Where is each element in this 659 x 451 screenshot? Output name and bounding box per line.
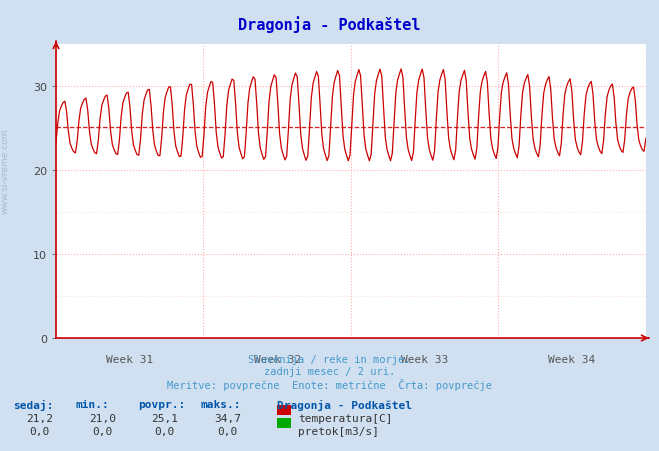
Text: 0,0: 0,0 xyxy=(217,426,237,436)
Text: 0,0: 0,0 xyxy=(155,426,175,436)
Text: 21,0: 21,0 xyxy=(89,413,115,423)
Text: min.:: min.: xyxy=(76,399,109,409)
Text: Slovenija / reke in morje.: Slovenija / reke in morje. xyxy=(248,354,411,364)
Text: temperatura[C]: temperatura[C] xyxy=(298,413,392,423)
Text: 0,0: 0,0 xyxy=(92,426,112,436)
Text: Week 31: Week 31 xyxy=(106,354,154,364)
Text: pretok[m3/s]: pretok[m3/s] xyxy=(298,426,379,436)
Text: sedaj:: sedaj: xyxy=(13,399,53,410)
Text: maks.:: maks.: xyxy=(201,399,241,409)
Text: 21,2: 21,2 xyxy=(26,413,53,423)
Text: Week 33: Week 33 xyxy=(401,354,448,364)
Text: Dragonja - Podkaštel: Dragonja - Podkaštel xyxy=(239,16,420,32)
Text: www.si-vreme.com: www.si-vreme.com xyxy=(1,129,10,214)
Text: Dragonja - Podkaštel: Dragonja - Podkaštel xyxy=(277,399,412,410)
Text: Week 34: Week 34 xyxy=(548,354,596,364)
Text: 0,0: 0,0 xyxy=(30,426,49,436)
Text: 25,1: 25,1 xyxy=(152,413,178,423)
Text: povpr.:: povpr.: xyxy=(138,399,186,409)
Text: zadnji mesec / 2 uri.: zadnji mesec / 2 uri. xyxy=(264,366,395,376)
Text: 34,7: 34,7 xyxy=(214,413,241,423)
Text: Week 32: Week 32 xyxy=(254,354,301,364)
Text: Meritve: povprečne  Enote: metrične  Črta: povprečje: Meritve: povprečne Enote: metrične Črta:… xyxy=(167,378,492,391)
